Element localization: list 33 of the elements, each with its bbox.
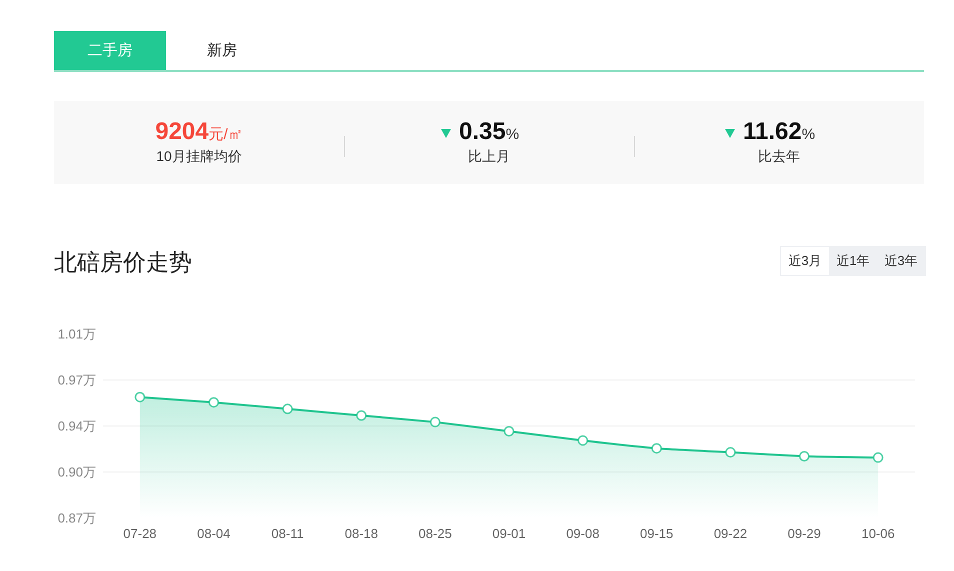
chart-title: 北碚房价走势: [54, 249, 192, 276]
point: [134, 392, 146, 402]
range-button[interactable]: 近1年: [829, 247, 877, 275]
y-tick-label: 0.90万: [58, 464, 96, 480]
point: [872, 452, 884, 463]
y-tick-label: 0.87万: [58, 510, 96, 526]
x-tick-label: 09-01: [492, 526, 526, 541]
x-tick-label: 08-25: [418, 526, 452, 541]
point: [725, 447, 736, 458]
x-tick-label: 08-04: [197, 526, 230, 541]
stats-panel: 9204元/㎡ 10月挂牌均价 0.35% 比上月 11.62% 比去年: [54, 101, 924, 184]
point: [208, 397, 219, 408]
point: [651, 443, 662, 454]
range-button[interactable]: 近3年: [877, 247, 925, 275]
point: [430, 416, 440, 428]
point: [799, 450, 810, 462]
y-tick-label: 1.01万: [58, 326, 96, 342]
x-tick-label: 08-11: [271, 526, 304, 541]
x-tick-label: 09-15: [640, 526, 674, 541]
x-tick-label: 10-06: [861, 526, 895, 541]
x-tick-label: 08-18: [344, 526, 378, 541]
tab[interactable]: 新房: [166, 31, 278, 71]
point: [578, 435, 588, 446]
x-tick-label: 09-22: [714, 526, 748, 541]
x-tick-label: 09-29: [788, 526, 821, 541]
point: [504, 426, 514, 437]
x-tick-label: 09-08: [566, 526, 600, 541]
range-button[interactable]: 近3月: [781, 247, 829, 275]
y-tick-label: 0.97万: [58, 372, 96, 388]
point: [356, 410, 367, 421]
x-tick-label: 07-28: [123, 526, 157, 541]
y-tick-label: 0.94万: [58, 418, 96, 434]
point: [282, 404, 293, 414]
